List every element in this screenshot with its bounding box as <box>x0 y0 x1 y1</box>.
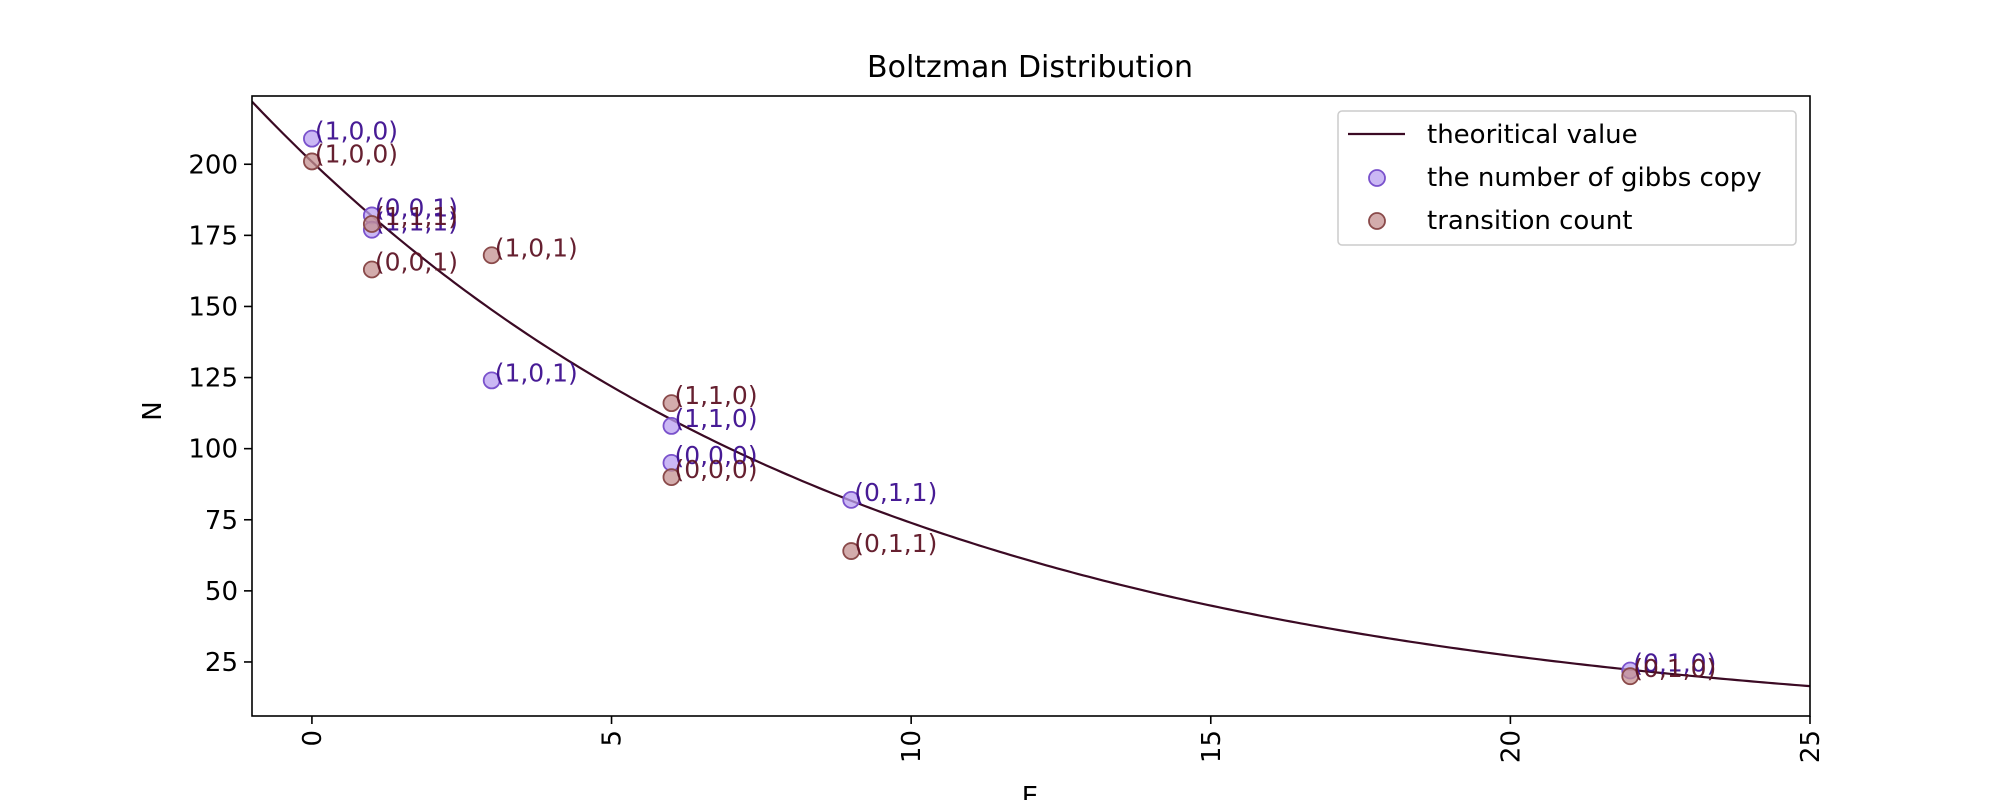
scatter-point <box>362 215 381 233</box>
legend-entry-label: transition count <box>1427 206 1633 236</box>
point-label: (1,1,0) <box>674 381 757 410</box>
y-tick-label: 150 <box>188 292 238 322</box>
legend: theoritical value the number of gibbs cop… <box>1337 110 1797 246</box>
point-label: (0,0,0) <box>674 441 757 470</box>
y-tick-label: 50 <box>205 577 238 607</box>
scatter-point <box>362 260 381 279</box>
legend-entry-label: theoritical value <box>1427 120 1638 150</box>
point-label: (0,1,0) <box>1633 648 1716 677</box>
scatter-point <box>842 490 861 509</box>
y-axis-label: N <box>138 401 168 420</box>
y-tick-label: 125 <box>188 364 238 394</box>
scatter-point <box>662 417 681 435</box>
point-label: (0,0,1) <box>375 247 458 276</box>
x-tick-label: 0 <box>298 730 328 747</box>
y-tick-label: 200 <box>188 150 238 180</box>
legend-marker-swatch <box>1368 169 1386 187</box>
y-tick-label: 175 <box>188 221 238 251</box>
scatter-point <box>482 371 501 390</box>
y-tick-label: 25 <box>205 648 238 678</box>
point-label: (1,1,1) <box>375 208 458 237</box>
point-label: (1,1,1) <box>375 202 458 231</box>
scatter-point <box>662 394 681 413</box>
legend-entry-label: the number of gibbs copy <box>1427 163 1762 193</box>
point-label: (0,0,0) <box>674 455 757 484</box>
point-label: (0,0,1) <box>375 193 458 222</box>
scatter-point <box>1621 667 1640 686</box>
point-label: (1,1,0) <box>674 404 757 433</box>
y-tick-label: 100 <box>188 435 238 465</box>
point-label: (1,0,1) <box>495 233 578 262</box>
x-tick-label: 5 <box>598 730 628 747</box>
point-label: (1,0,0) <box>315 139 398 168</box>
x-tick-label: 10 <box>897 730 927 763</box>
point-label: (1,0,1) <box>495 358 578 387</box>
legend-marker-swatch <box>1368 212 1386 230</box>
point-label: (0,1,1) <box>854 478 937 507</box>
point-label: (0,1,1) <box>854 529 937 558</box>
y-tick-label: 75 <box>205 506 238 536</box>
legend-box <box>1337 110 1797 246</box>
x-axis-label: E <box>1022 782 1038 800</box>
scatter-point <box>303 152 321 171</box>
plot-area: (1,0,0)(0,0,1)(1,1,1)(1,0,1)(1,1,0)(0,0,… <box>252 100 1810 688</box>
scatter-point <box>662 468 681 487</box>
theoretical-curve <box>252 100 1810 688</box>
x-tick-label: 20 <box>1496 730 1526 763</box>
x-tick-label: 25 <box>1796 730 1826 763</box>
series-gibbs-copy: (1,0,0)(0,0,1)(1,1,1)(1,0,1)(1,1,0)(0,0,… <box>303 117 1716 680</box>
chart-title: Boltzman Distribution <box>867 50 1193 85</box>
point-label: (0,1,0) <box>1633 654 1716 683</box>
x-tick-label: 15 <box>1197 730 1227 763</box>
scatter-point <box>303 129 321 148</box>
scatter-point <box>842 542 861 560</box>
plot-frame <box>251 95 1811 717</box>
point-label: (1,0,0) <box>315 117 398 146</box>
series-transition-count: (1,0,0)(1,1,1)(0,0,1) (1,0,1)(1,1,0)(0,0,… <box>303 139 1716 686</box>
scatter-point <box>482 246 501 265</box>
